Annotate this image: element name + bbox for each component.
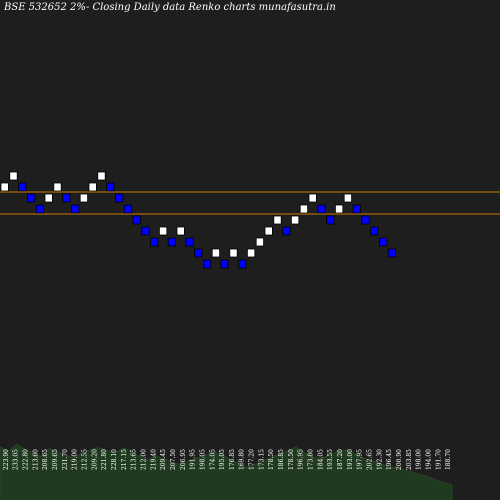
price-label: 207.50 [170,449,177,470]
price-label: 222.80 [23,449,30,470]
price-label: 188.70 [445,449,452,470]
down-brick [361,215,370,225]
price-label: 177.20 [249,449,256,470]
up-brick [343,193,353,203]
price-label: 209.65 [52,449,59,470]
price-label: 173.15 [258,449,265,470]
price-label: 169.80 [239,449,246,470]
price-label: 231.70 [62,449,69,470]
up-brick [255,237,265,247]
price-label: 198.00 [416,449,423,470]
up-brick [334,204,344,214]
down-brick [387,248,397,258]
up-brick [97,171,106,181]
down-brick [167,237,176,247]
down-brick [378,237,388,247]
price-label: 196.95 [298,449,305,470]
price-label: 187.20 [337,449,344,470]
price-label: 173.80 [308,449,315,470]
up-brick [88,182,97,192]
price-label: 193.55 [327,449,334,470]
up-brick [44,193,53,203]
down-brick [326,215,335,225]
up-brick [246,248,256,258]
down-brick [202,259,212,269]
up-brick [0,182,9,192]
up-brick [229,248,238,258]
price-label: 202.65 [366,449,373,470]
down-brick [26,193,36,203]
price-label: 209.45 [160,449,167,470]
down-brick [220,259,229,269]
down-brick [238,259,247,269]
price-label: 233.05 [13,449,20,470]
price-label: 212.55 [82,449,89,470]
price-label: 206.95 [180,449,187,470]
down-brick [62,193,71,203]
up-brick [308,193,317,203]
price-label: 213.60 [32,449,39,470]
price-label: 195.05 [219,449,226,470]
price-label: 200.90 [396,449,403,470]
price-label: 213.65 [131,449,138,470]
price-label: 178.50 [288,449,295,470]
price-label: 192.30 [376,449,383,470]
chart-title: BSE 532652 2%- Closing Daily data Renko … [4,2,336,13]
up-brick [53,182,62,192]
down-brick [194,248,203,258]
price-label: 228.10 [111,449,118,470]
down-brick [132,215,141,225]
price-label: 184.05 [317,449,324,470]
price-label: 174.05 [209,449,216,470]
down-brick [35,204,45,214]
price-label: 193.00 [347,449,354,470]
up-brick [211,248,220,258]
down-brick [185,237,194,247]
price-label: 194.00 [425,449,432,470]
down-brick [115,193,124,203]
down-brick [352,204,361,214]
price-label: 176.85 [229,449,236,470]
down-brick [141,226,150,236]
up-brick [299,204,309,214]
price-label: 196.45 [386,449,393,470]
price-label: 219.40 [150,449,157,470]
price-label: 221.80 [101,449,108,470]
price-label: 219.00 [72,449,79,470]
price-label: 186.85 [278,449,285,470]
price-label: 178.50 [268,449,275,470]
down-brick [370,226,379,236]
price-label: 203.85 [406,449,413,470]
price-label: 223.90 [3,449,10,470]
down-brick [282,226,291,236]
up-brick [176,226,185,236]
price-label: 209.20 [91,449,98,470]
price-label: 212.00 [140,449,147,470]
volume-area [0,443,453,500]
down-brick [106,182,115,192]
down-brick [71,204,80,214]
down-brick [18,182,27,192]
up-brick [264,226,273,236]
price-label: 217.15 [121,449,128,470]
down-brick [317,204,326,214]
up-brick [158,226,168,236]
price-label: 198.05 [199,449,206,470]
price-label: 208.65 [42,449,49,470]
price-label: 191.95 [190,449,197,470]
down-brick [123,204,132,214]
up-brick [9,171,18,181]
up-brick [79,193,88,203]
down-brick [150,237,159,247]
up-brick [290,215,300,225]
price-label: 197.95 [357,449,364,470]
price-label: 191.70 [435,449,442,470]
up-brick [273,215,282,225]
